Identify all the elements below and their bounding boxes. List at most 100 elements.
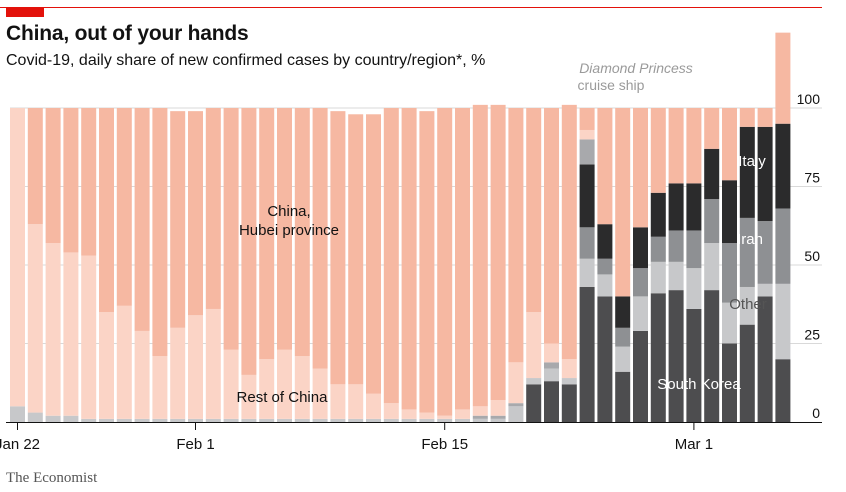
day-stack (455, 108, 470, 422)
bar-segment-rest-of-china (81, 255, 97, 419)
source-credit: The Economist (6, 470, 98, 486)
diamond-princess-annotation: Diamond Princess cruise ship (578, 60, 693, 93)
day-stack (401, 108, 417, 422)
bar-segment-italy (739, 126, 755, 218)
bar-segment-rest-of-china (259, 359, 275, 419)
bar-segment-rest-of-china (99, 312, 114, 419)
bar-segment-china-hubei-province (597, 108, 613, 225)
bar-segment-china-hubei-province (188, 111, 203, 316)
bar-segment-south-korea (579, 286, 595, 422)
bar-segment-south-korea (722, 343, 737, 422)
bar-segment-italy (650, 192, 666, 237)
bar-segment-other (739, 286, 755, 325)
bar-segment-china-hubei-province (686, 108, 702, 184)
x-tick-label: Mar 1 (675, 436, 713, 453)
bar-segment-china-hubei-province (312, 108, 328, 369)
bar-segment-rest-of-china (134, 330, 150, 419)
y-tick-label: 25 (804, 327, 820, 343)
day-stack (134, 108, 150, 422)
bar-segment-rest-of-china (330, 384, 346, 419)
bar-segment-other (366, 418, 381, 422)
bar-stacks (10, 32, 791, 422)
day-stack (81, 108, 97, 422)
bar-segment-italy (722, 180, 737, 244)
bar-segment-china-hubei-province (45, 108, 61, 244)
bar-segment-china-hubei-province (722, 108, 737, 181)
day-stack (437, 108, 453, 422)
bar-segment-iran (615, 327, 631, 347)
bar-segment-china-hubei-province (259, 108, 275, 360)
bar-segment-other (45, 415, 61, 422)
bar-segment-south-korea (757, 296, 773, 422)
day-stack (223, 108, 239, 422)
annotation-cruise-ship: cruise ship (578, 77, 645, 93)
bar-segment-china-hubei-province (223, 108, 239, 350)
day-stack (277, 108, 292, 422)
bar-segment-other (170, 418, 186, 422)
y-tick-label: 0 (812, 405, 820, 421)
bar-segment-other (722, 302, 737, 344)
bar-segment-italy (615, 296, 631, 328)
top-red-rule (0, 7, 822, 8)
bar-segment-rest-of-china (455, 409, 470, 419)
bar-segment-china-hubei-province (134, 108, 150, 331)
day-stack (686, 108, 702, 422)
bar-segment-diamond-princess (472, 415, 488, 419)
bar-segment-diamond-princess (579, 139, 595, 165)
bar-segment-other (330, 418, 346, 422)
bar-segment-china-hubei-province (419, 111, 435, 413)
day-stack (241, 108, 257, 422)
bar-segment-south-korea (544, 381, 559, 422)
chart-title: China, out of your hands (6, 22, 249, 45)
bar-segment-other (472, 418, 488, 422)
bar-segment-rest-of-china (561, 359, 577, 379)
day-stack (739, 108, 755, 422)
day-stack (526, 108, 542, 422)
bar-segment-other (383, 418, 399, 422)
bar-segment-other (437, 418, 453, 422)
day-stack (650, 108, 666, 422)
bar-segment-china-hubei-province (775, 32, 791, 124)
bar-segment-rest-of-china (526, 312, 542, 379)
bar-segment-south-korea (597, 296, 613, 422)
bar-segment-china-hubei-province (650, 108, 666, 193)
day-stack (63, 108, 79, 422)
bar-segment-rest-of-china (508, 362, 524, 404)
x-axis: Jan 22 Feb 1 Feb 15 Mar 1 (0, 422, 822, 453)
bar-segment-rest-of-china (437, 415, 453, 419)
day-stack (312, 108, 328, 422)
bar-segment-italy (668, 183, 684, 231)
day-stack (10, 108, 25, 422)
bar-segment-iran (739, 217, 755, 287)
bar-segment-other (205, 418, 221, 422)
bar-segment-iran (650, 236, 666, 262)
bar-segment-iran (704, 199, 720, 244)
bar-segment-other (686, 268, 702, 309)
day-stack (383, 108, 399, 422)
bar-segment-rest-of-china (544, 343, 559, 363)
bar-segment-other (277, 418, 292, 422)
label-rest-of-china: Rest of China (237, 389, 329, 406)
label-south-korea: South Korea (657, 376, 741, 393)
bar-segment-china-hubei-province (152, 108, 168, 357)
bar-segment-china-hubei-province (704, 108, 720, 149)
bar-segment-china-hubei-province (615, 108, 631, 297)
label-italy: Italy (738, 153, 766, 170)
bar-segment-iran (633, 268, 648, 297)
bar-segment-south-korea (615, 371, 631, 422)
day-stack (330, 111, 346, 422)
bar-segment-italy (686, 183, 702, 231)
label-other: Other (729, 296, 767, 313)
bar-segment-china-hubei-province (383, 108, 399, 404)
bar-segment-china-hubei-province (348, 114, 364, 385)
bar-segment-other (348, 418, 364, 422)
bar-segment-other (615, 346, 631, 372)
x-tick-label: Jan 22 (0, 436, 40, 453)
day-stack (259, 108, 275, 422)
day-stack (188, 111, 203, 422)
day-stack (419, 111, 435, 422)
bar-segment-other (419, 418, 435, 422)
bar-segment-italy (633, 227, 648, 269)
bar-segment-rest-of-china (223, 349, 239, 419)
